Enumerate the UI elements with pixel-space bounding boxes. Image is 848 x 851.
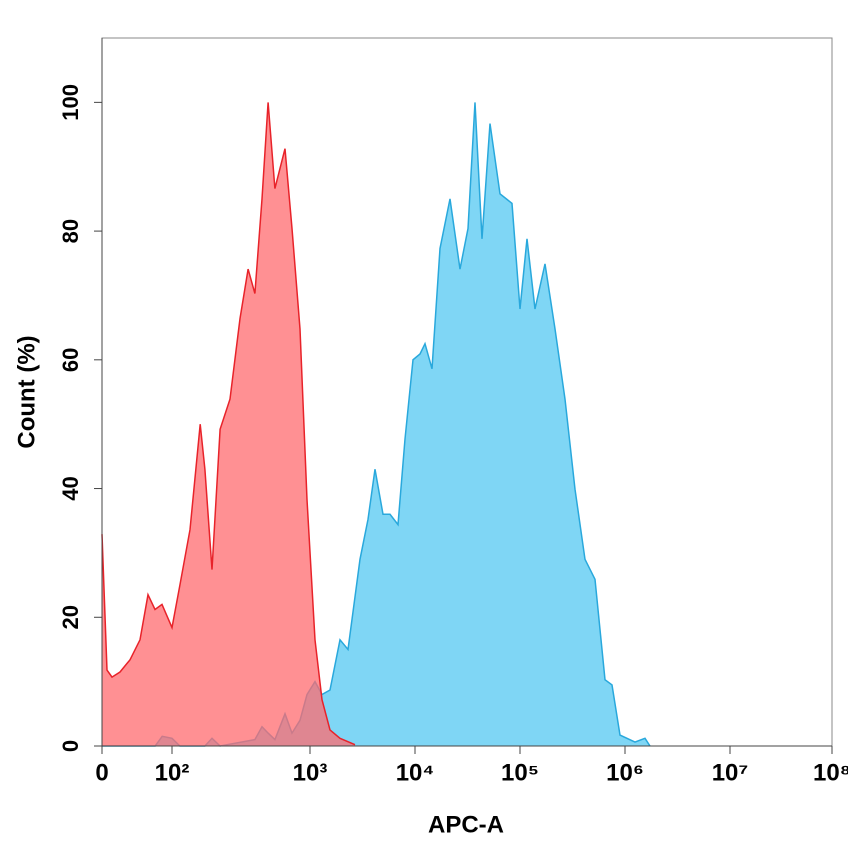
y-axis-title: Count (%) [13, 335, 40, 448]
y-tick-label: 100 [58, 84, 83, 121]
y-tick-label: 80 [58, 219, 83, 243]
y-tick-label: 0 [58, 740, 83, 752]
x-tick-label: 10³ [293, 759, 328, 786]
x-tick-label: 10⁵ [501, 759, 539, 786]
histogram-area [102, 102, 650, 746]
x-axis-title: APC-A [428, 811, 504, 838]
y-tick-label: 40 [58, 476, 83, 500]
x-tick-label: 10⁸ [813, 759, 848, 786]
histogram-line [101, 102, 356, 746]
histogram-area [102, 102, 355, 746]
y-tick-label: 20 [58, 605, 83, 629]
x-tick-label: 0 [95, 759, 108, 786]
x-tick-label: 10² [155, 759, 190, 786]
x-tick-label: 10⁷ [712, 759, 749, 786]
x-tick-label: 10⁶ [606, 759, 644, 786]
x-tick-label: 10⁴ [396, 759, 435, 786]
y-tick-label: 60 [58, 348, 83, 372]
